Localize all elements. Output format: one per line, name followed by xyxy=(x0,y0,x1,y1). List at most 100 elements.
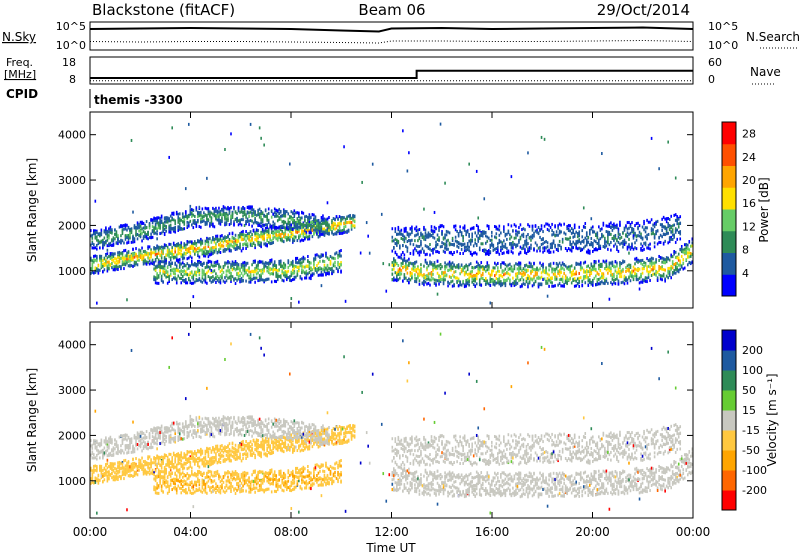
power-cell xyxy=(270,280,273,284)
power-cell xyxy=(616,223,618,227)
power-cell xyxy=(237,275,240,279)
noise-tick-bottom-right: 10^0 xyxy=(708,39,738,52)
power-cell xyxy=(438,279,440,283)
power-cell xyxy=(162,225,164,229)
power-cell xyxy=(239,210,241,214)
power-cell xyxy=(290,223,293,227)
power-cell xyxy=(314,267,317,271)
power-cell xyxy=(103,241,106,245)
power-cell xyxy=(213,237,216,241)
power-cell xyxy=(397,272,400,276)
power-cell xyxy=(472,279,475,283)
power-cell xyxy=(394,227,397,231)
power-cell xyxy=(204,213,207,217)
power-cell xyxy=(497,250,499,254)
power-cell xyxy=(394,237,397,241)
power-cell xyxy=(405,264,407,268)
power-cell xyxy=(570,274,573,278)
power-cell xyxy=(665,260,668,264)
power-cell xyxy=(313,264,315,268)
power-cell xyxy=(622,267,624,271)
power-cell xyxy=(569,224,571,228)
power-cell xyxy=(308,230,311,234)
power-cell xyxy=(420,270,422,274)
power-cell xyxy=(516,274,519,278)
power-cell xyxy=(313,261,315,265)
power-cell xyxy=(207,265,210,269)
power-cell xyxy=(596,282,599,286)
power-cell xyxy=(549,276,552,280)
power-cell xyxy=(171,216,174,220)
power-cell xyxy=(591,283,594,287)
power-cell xyxy=(611,282,614,286)
power-cell xyxy=(243,235,246,239)
power-cell xyxy=(350,220,353,224)
power-cell xyxy=(270,226,273,230)
power-cell xyxy=(628,268,630,272)
power-cell xyxy=(184,245,187,249)
power-cell xyxy=(626,247,629,251)
power-cell xyxy=(646,237,648,241)
power-cell xyxy=(490,278,493,282)
power-cell xyxy=(661,278,663,282)
power-cell xyxy=(290,217,293,221)
power-cell xyxy=(228,268,231,272)
power-cell xyxy=(542,230,544,234)
power-cell xyxy=(451,279,454,283)
power-cell xyxy=(168,262,170,266)
power-cell xyxy=(515,282,517,286)
power-cell xyxy=(136,223,139,227)
power-cell xyxy=(187,256,190,260)
power-cell xyxy=(307,216,309,220)
power-cell xyxy=(153,230,155,234)
power-cell xyxy=(313,257,315,261)
power-cell xyxy=(638,281,641,285)
power-cell xyxy=(557,243,559,247)
power-cell xyxy=(610,281,612,285)
power-cell xyxy=(257,267,259,271)
power-cell xyxy=(260,275,262,279)
power-cell xyxy=(548,284,550,288)
power-cell xyxy=(175,254,178,258)
power-cell xyxy=(178,243,181,247)
power-cell xyxy=(647,258,650,262)
power-cell xyxy=(153,227,155,231)
power-cell xyxy=(448,242,451,246)
power-cell xyxy=(548,278,550,282)
power-cell xyxy=(569,268,571,272)
power-cell xyxy=(644,276,647,280)
power-cell xyxy=(662,272,665,276)
power-cell xyxy=(551,222,553,226)
power-cell xyxy=(489,245,492,249)
power-cell xyxy=(359,251,362,255)
power-cell xyxy=(402,129,404,133)
power-cell xyxy=(264,230,267,234)
power-cell xyxy=(296,229,299,233)
power-cell xyxy=(573,232,576,236)
power-cell xyxy=(153,246,155,250)
power-cell xyxy=(457,241,460,245)
power-cell xyxy=(285,238,288,242)
power-cell xyxy=(138,234,140,238)
power-cell xyxy=(567,267,570,271)
power-cell xyxy=(400,256,403,260)
power-cell xyxy=(462,226,464,230)
power-cell xyxy=(281,278,284,282)
power-cell xyxy=(439,280,442,284)
power-cell xyxy=(590,237,593,241)
power-cell xyxy=(664,258,666,262)
power-cell xyxy=(252,273,255,277)
power-cell xyxy=(109,252,112,256)
power-cell xyxy=(147,245,149,249)
power-cell xyxy=(522,282,525,286)
power-cell xyxy=(610,225,612,229)
power-cell xyxy=(418,228,421,232)
power-cell xyxy=(148,223,151,227)
power-cell xyxy=(93,254,95,258)
power-cell xyxy=(560,245,562,249)
power-cell xyxy=(154,278,157,282)
power-cell xyxy=(123,262,125,266)
power-cell xyxy=(213,225,216,229)
power-cell xyxy=(353,224,356,228)
power-cell xyxy=(319,221,321,225)
